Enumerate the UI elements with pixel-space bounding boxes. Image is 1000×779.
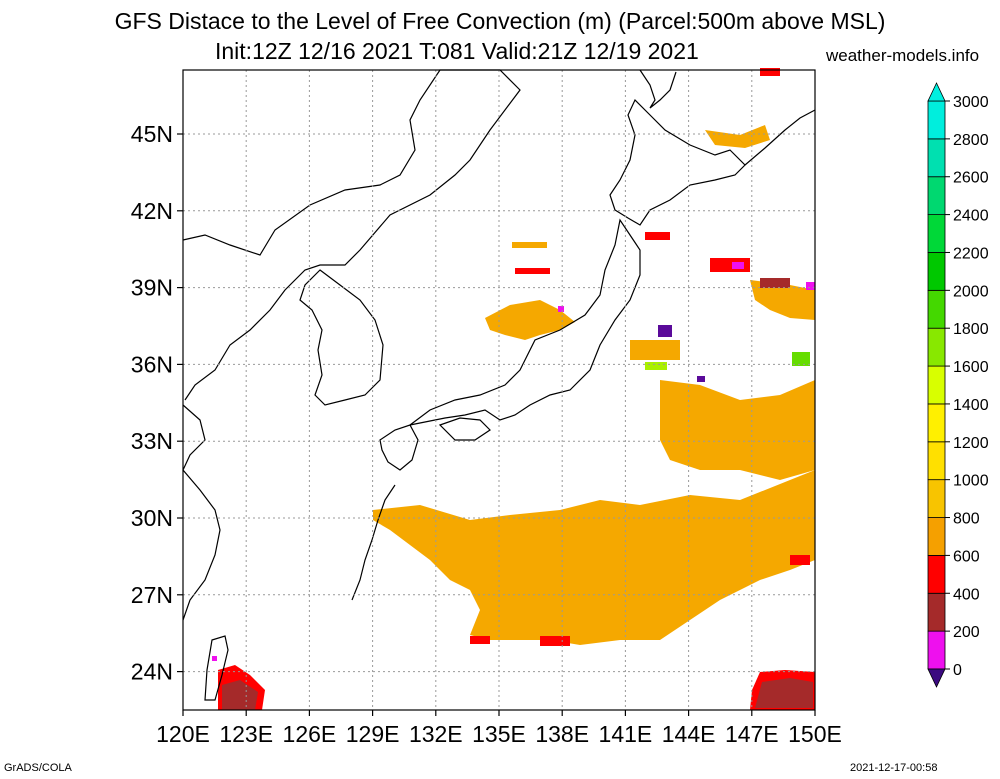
lon-tick-label: 120E <box>156 721 210 747</box>
field-brown-taiwan <box>222 680 258 710</box>
field-magenta-ne <box>732 262 744 269</box>
coast-kyushu <box>379 424 419 471</box>
map-frame <box>182 69 816 711</box>
coast-nansei <box>351 484 396 601</box>
colorbar-segment <box>927 403 946 443</box>
colorbar-label: 600 <box>953 548 980 565</box>
lon-tick-label: 132E <box>409 721 463 747</box>
field-south-belt <box>373 470 815 645</box>
lon-tick-label: 141E <box>599 721 653 747</box>
field-brown-ne <box>760 278 790 288</box>
colorbar-extend-high <box>927 82 946 102</box>
field-magenta-honshu <box>558 306 564 312</box>
coast-kurils <box>744 109 816 166</box>
colorbar-label: 800 <box>953 511 980 528</box>
software-credit: GrADS/COLA <box>4 762 72 774</box>
field-purple-e <box>697 376 705 382</box>
colorbar-segment <box>927 441 946 481</box>
colorbar-segment <box>927 630 946 670</box>
coast-honshu <box>409 218 641 426</box>
lat-tick-label: 24N <box>131 659 173 685</box>
lat-tick-label: 45N <box>131 121 173 147</box>
lon-tick-label: 126E <box>283 721 337 747</box>
coast-korea <box>299 269 384 406</box>
colorbar-label: 400 <box>953 586 980 603</box>
lon-tick-label: 150E <box>788 721 842 747</box>
colorbar-segment <box>927 138 946 178</box>
colorbar-label: 1200 <box>953 435 989 452</box>
colorbar-label: 1400 <box>953 397 989 414</box>
colorbar-segment <box>927 555 946 594</box>
lon-tick-label: 147E <box>725 721 779 747</box>
lat-tick-label: 42N <box>131 198 173 224</box>
colorbar-segment <box>927 252 946 291</box>
lon-tick-label: 138E <box>535 721 589 747</box>
coast-asia <box>182 69 521 401</box>
colorbar-label: 2600 <box>953 170 989 187</box>
colorbar-label: 0 <box>953 662 962 679</box>
field-hokkaido-patch <box>705 125 770 148</box>
render-timestamp: 2021-12-17-00:58 <box>850 762 938 774</box>
axis-labels: 120E 123E 126E 129E 132E 135E 138E 141E 144E 147E… <box>131 121 842 747</box>
field-brown-sepac <box>755 678 813 708</box>
coast-shikoku <box>438 417 491 441</box>
lfc-field <box>212 68 815 710</box>
colorbar-segment <box>927 592 946 632</box>
colorbar-segment <box>927 479 946 518</box>
field-red-se <box>790 555 810 565</box>
lon-tick-label: 135E <box>472 721 526 747</box>
colorbar-label: 1600 <box>953 359 989 376</box>
coast-sakhalin <box>639 69 677 109</box>
colorbar-label: 2000 <box>953 283 989 300</box>
colorbar-label: 2400 <box>953 208 989 225</box>
colorbar-segment <box>927 365 946 405</box>
field-red-japansea <box>515 268 550 274</box>
coastlines <box>182 69 816 701</box>
colorbar-label: 1000 <box>953 473 989 490</box>
field-red-south1 <box>470 636 490 644</box>
colorbar-label: 2200 <box>953 245 989 262</box>
lat-tick-label: 33N <box>131 428 173 454</box>
field-magenta-taiwan <box>212 656 217 661</box>
colorbar-extend-low <box>927 668 946 688</box>
colorbar-segment <box>927 517 946 556</box>
lat-tick-label: 39N <box>131 275 173 301</box>
field-purple-ne <box>658 325 672 337</box>
field-green-east <box>792 352 810 366</box>
map-title: GFS Distace to the Level of Free Convect… <box>114 8 886 34</box>
colorbar-segment <box>927 176 946 216</box>
lat-tick-label: 36N <box>131 351 173 377</box>
colorbar-label: 3000 <box>953 94 989 111</box>
lon-tick-label: 123E <box>219 721 273 747</box>
site-credit: weather-models.info <box>826 46 980 65</box>
lat-tick-label: 27N <box>131 582 173 608</box>
colorbar: 0 200 400 600 800 1000 1200 1400 1600 1800 2000 220… <box>927 82 989 688</box>
coast-taiwan <box>204 635 229 701</box>
colorbar-segment <box>927 289 946 329</box>
field-red-south2 <box>540 636 570 646</box>
coast-hokkaido <box>609 98 746 226</box>
field-red-ne1 <box>645 232 670 240</box>
coast-china-south <box>182 404 221 621</box>
map-subtitle: Init:12Z 12/16 2021 T:081 Valid:21Z 12/1… <box>215 38 699 64</box>
field-central-japan <box>485 300 575 340</box>
field-east-block <box>660 380 815 480</box>
field-red-hokkaido <box>760 68 780 76</box>
field-sanriku <box>512 242 547 248</box>
field-green-mid <box>645 362 667 370</box>
field-magenta-e <box>806 282 815 290</box>
lon-tick-label: 144E <box>662 721 716 747</box>
colorbar-segment <box>927 327 946 367</box>
colorbar-segment <box>927 100 946 140</box>
lat-tick-label: 30N <box>131 505 173 531</box>
lon-tick-label: 129E <box>346 721 400 747</box>
colorbar-label: 200 <box>953 624 980 641</box>
colorbar-segment <box>927 214 946 253</box>
colorbar-label: 1800 <box>953 321 989 338</box>
colorbar-label: 2800 <box>953 132 989 149</box>
field-northeast <box>750 280 815 320</box>
field-hokuriku <box>630 340 680 360</box>
